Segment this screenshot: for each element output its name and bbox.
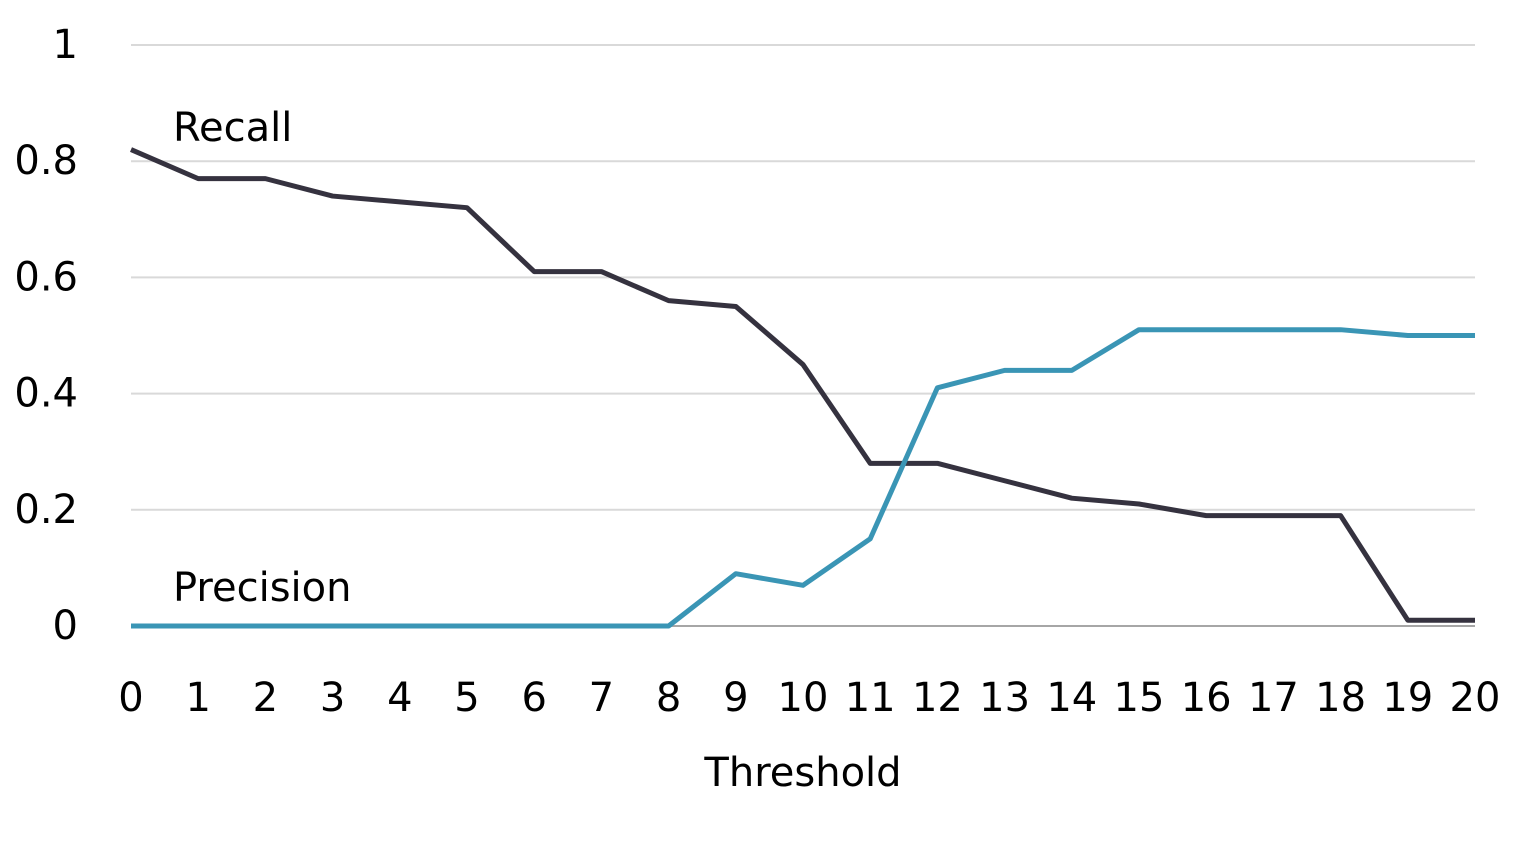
x-tick-label: 19 [1382, 675, 1433, 721]
x-tick-label: 9 [723, 675, 748, 721]
series-line [130, 147, 1475, 623]
y-tick-label: 0.4 [14, 371, 78, 417]
x-tick-label: 16 [1181, 675, 1232, 721]
x-tick-label: 12 [912, 675, 963, 721]
x-tick-label: 14 [1046, 675, 1097, 721]
series-label: Recall [173, 105, 292, 151]
x-axis-title: Threshold [703, 750, 901, 796]
x-tick-label: 11 [845, 675, 896, 721]
x-tick-label: 5 [454, 675, 479, 721]
y-tick-label: 0.6 [14, 254, 78, 300]
series-label: Precision [173, 565, 351, 611]
y-tick-label: 0.2 [14, 487, 78, 533]
y-tick-label: 0.8 [14, 138, 78, 184]
x-tick-label: 17 [1248, 675, 1299, 721]
x-tick-label: 0 [118, 675, 143, 721]
y-tick-label: 0 [53, 603, 78, 649]
series-line [131, 327, 1475, 629]
x-tick-label: 4 [387, 675, 412, 721]
x-tick-label: 7 [589, 675, 614, 721]
x-tick-label: 3 [320, 675, 345, 721]
x-tick-label: 6 [521, 675, 546, 721]
x-tick-label: 10 [778, 675, 829, 721]
x-tick-label: 8 [656, 675, 681, 721]
y-tick-label: 1 [53, 22, 78, 68]
x-tick-label: 20 [1450, 675, 1501, 721]
x-tick-label: 18 [1315, 675, 1366, 721]
x-tick-label: 13 [979, 675, 1030, 721]
x-tick-label: 15 [1114, 675, 1165, 721]
x-tick-label: 1 [185, 675, 210, 721]
x-tick-label: 2 [253, 675, 278, 721]
